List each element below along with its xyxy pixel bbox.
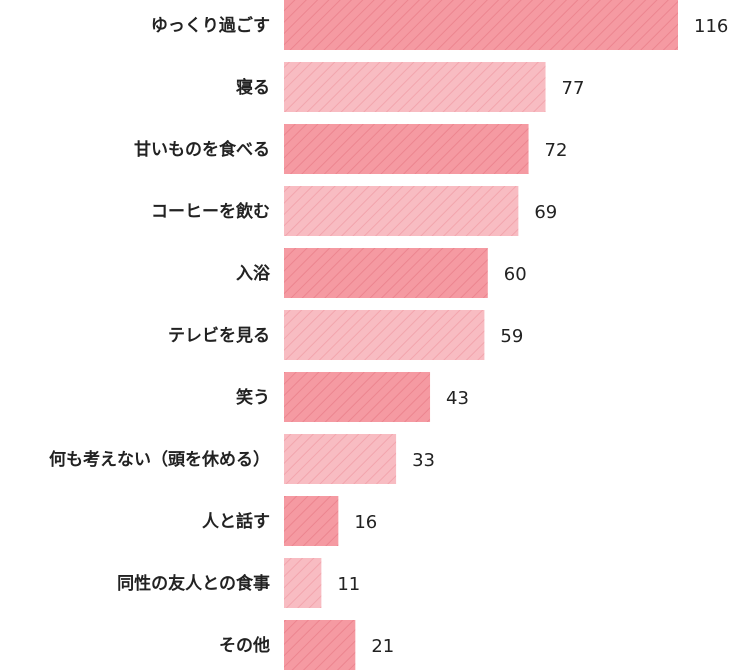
category-label: その他 <box>219 635 270 656</box>
bar <box>284 372 431 422</box>
category-label: 寝る <box>236 77 270 98</box>
category-label: 人と話す <box>202 511 270 532</box>
value-label: 43 <box>446 388 469 409</box>
category-label: コーヒーを飲む <box>151 201 270 222</box>
value-label: 11 <box>337 574 360 595</box>
bar <box>284 558 322 608</box>
bar <box>284 434 397 484</box>
value-label: 33 <box>412 450 435 471</box>
category-label: テレビを見る <box>168 326 270 346</box>
value-label: 77 <box>562 78 585 99</box>
value-label: 16 <box>354 512 377 533</box>
value-label: 21 <box>371 636 394 657</box>
bar <box>284 620 356 670</box>
bar <box>284 186 519 236</box>
value-label: 69 <box>534 202 557 223</box>
value-label: 60 <box>504 264 527 285</box>
category-label: ゆっくり過ごす <box>151 15 270 36</box>
bar <box>284 248 488 298</box>
category-label: 何も考えない（頭を休める） <box>49 449 270 470</box>
value-label: 72 <box>545 140 568 161</box>
category-label: 同性の友人との食事 <box>117 573 270 594</box>
bar <box>284 62 546 112</box>
value-label: 59 <box>500 326 523 347</box>
bar <box>284 310 485 360</box>
category-label: 入浴 <box>236 263 271 284</box>
value-label: 116 <box>694 16 728 37</box>
bar <box>284 496 339 546</box>
category-label: 笑う <box>236 387 270 408</box>
bar <box>284 0 678 50</box>
category-label: 甘いものを食べる <box>134 139 270 160</box>
bar <box>284 124 529 174</box>
